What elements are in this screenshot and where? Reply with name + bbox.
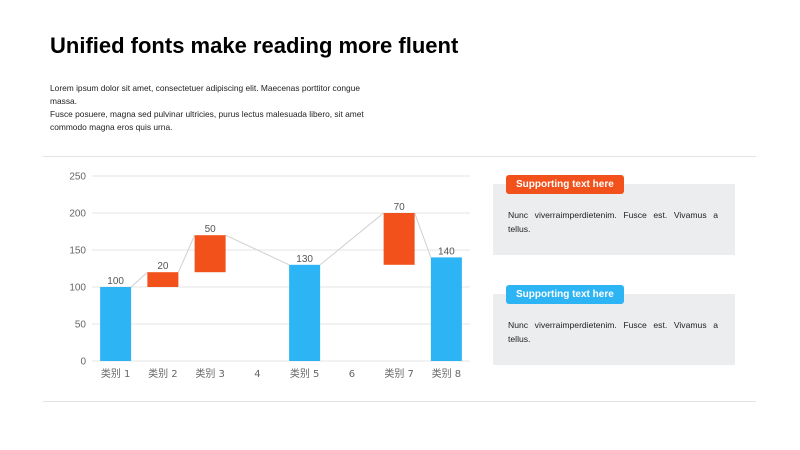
y-tick-label-2: 100 bbox=[69, 283, 86, 294]
data-label-7: 70 bbox=[394, 202, 406, 213]
supporting-card-2-text: Nunc viverraimperdietenim. Fusce est. Vi… bbox=[508, 320, 718, 344]
bar-1 bbox=[100, 287, 132, 361]
connector-line-4 bbox=[414, 212, 432, 258]
connector-line-3 bbox=[319, 212, 384, 266]
bar-2 bbox=[147, 272, 179, 287]
x-tick-label-3: 4 bbox=[254, 369, 260, 380]
bar-8 bbox=[430, 257, 462, 361]
y-tick-label-0: 0 bbox=[80, 357, 86, 368]
connector-line-1 bbox=[177, 234, 196, 273]
y-tick-label-1: 50 bbox=[75, 320, 87, 331]
supporting-badge-2: Supporting text here bbox=[506, 285, 624, 304]
x-tick-label-0: 类别 1 bbox=[101, 367, 131, 380]
bar-5 bbox=[289, 264, 321, 361]
y-tick-label-3: 150 bbox=[69, 246, 86, 257]
top-divider bbox=[43, 156, 756, 157]
supporting-badge-1: Supporting text here bbox=[506, 175, 624, 194]
x-tick-label-5: 6 bbox=[349, 369, 355, 380]
bar-7 bbox=[383, 213, 415, 265]
connector-line-0 bbox=[130, 271, 148, 288]
supporting-card-2: Nunc viverraimperdietenim. Fusce est. Vi… bbox=[493, 294, 735, 365]
supporting-card-1-text: Nunc viverraimperdietenim. Fusce est. Vi… bbox=[508, 210, 718, 234]
bottom-divider bbox=[43, 401, 756, 402]
data-label-5: 130 bbox=[296, 254, 313, 265]
x-tick-label-1: 类别 2 bbox=[148, 367, 178, 380]
y-tick-label-5: 250 bbox=[69, 172, 86, 183]
supporting-card-1: Nunc viverraimperdietenim. Fusce est. Vi… bbox=[493, 184, 735, 255]
connector-line-2 bbox=[225, 234, 290, 266]
data-label-8: 140 bbox=[438, 246, 455, 257]
x-tick-label-4: 类别 5 bbox=[290, 367, 320, 380]
intro-paragraph-2: Fusce posuere, magna sed pulvinar ultric… bbox=[50, 109, 364, 132]
y-tick-label-4: 200 bbox=[69, 209, 86, 220]
data-label-3: 50 bbox=[205, 224, 217, 235]
intro-text: Lorem ipsum dolor sit amet, consectetuer… bbox=[50, 82, 370, 134]
data-label-1: 100 bbox=[107, 276, 124, 287]
bar-3 bbox=[194, 235, 226, 273]
x-tick-label-6: 类别 7 bbox=[384, 367, 414, 380]
x-tick-label-7: 类别 8 bbox=[432, 367, 462, 380]
x-tick-label-2: 类别 3 bbox=[195, 367, 225, 380]
page-title: Unified fonts make reading more fluent bbox=[50, 33, 459, 58]
intro-paragraph-1: Lorem ipsum dolor sit amet, consectetuer… bbox=[50, 83, 361, 106]
data-label-2: 20 bbox=[157, 261, 169, 272]
